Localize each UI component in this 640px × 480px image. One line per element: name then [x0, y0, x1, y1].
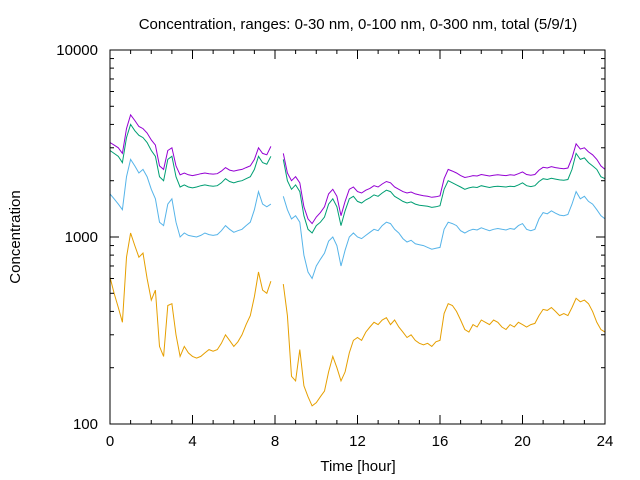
- x-tick-label: 8: [271, 433, 279, 450]
- series-line-0-100-nm-2: [109, 158, 272, 238]
- x-tick-label: 16: [432, 433, 449, 450]
- x-tick-label: 4: [188, 433, 196, 450]
- y-tick-label: 10000: [56, 42, 98, 59]
- y-tick-label: 1000: [65, 229, 98, 246]
- y-tick-label: 100: [73, 416, 98, 433]
- chart-title: Concentration, ranges: 0-30 nm, 0-100 nm…: [139, 16, 578, 33]
- y-axis-label: Concentration: [7, 190, 24, 283]
- tick-layer: 0 4 8 12 16 20 24 100 1000 10000: [56, 42, 613, 450]
- series-line-0-100-nm-3: [282, 190, 606, 280]
- series-line-0-30-nm-0: [109, 232, 272, 359]
- series-layer: [109, 113, 606, 407]
- x-tick-label: 20: [514, 433, 531, 450]
- series-line-0-300-nm-5: [282, 152, 606, 234]
- series-line-total-6: [109, 113, 272, 177]
- plot-frame: [109, 49, 606, 425]
- x-tick-label: 24: [597, 433, 614, 450]
- x-tick-label: 12: [349, 433, 366, 450]
- series-line-total-7: [282, 142, 606, 225]
- x-tick-label: 0: [106, 433, 114, 450]
- series-line-0-30-nm-1: [282, 284, 606, 407]
- x-axis-label: Time [hour]: [320, 458, 395, 475]
- series-line-0-300-nm-4: [109, 123, 272, 189]
